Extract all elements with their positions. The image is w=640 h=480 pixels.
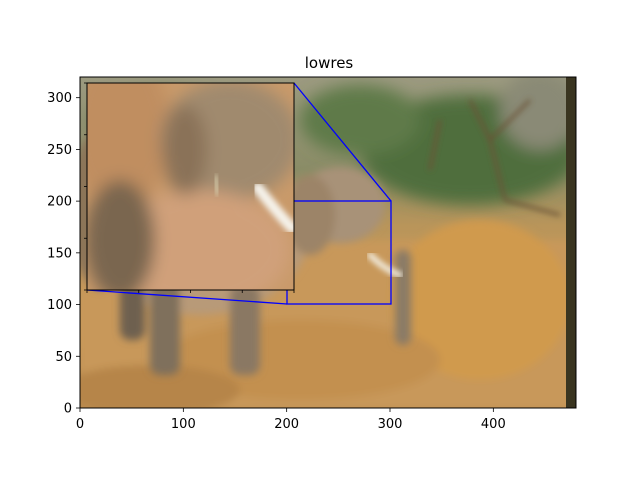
inset-zoom-image xyxy=(87,83,294,290)
zoom-connector-top xyxy=(293,82,392,202)
x-axis: 0 100 200 300 400 xyxy=(76,408,506,432)
zoom-connector-bottom xyxy=(86,289,288,305)
x-tick-label: 400 xyxy=(481,417,506,432)
y-tick-label: 100 xyxy=(47,298,72,313)
y-axis: 0 50 100 150 200 250 300 xyxy=(47,91,80,417)
y-tick-label: 300 xyxy=(47,91,72,106)
axes-frame xyxy=(79,76,577,409)
y-tick-label: 250 xyxy=(47,143,72,158)
x-tick-label: 300 xyxy=(378,417,403,432)
x-tick-label: 0 xyxy=(76,417,84,432)
y-tick-label: 150 xyxy=(47,246,72,261)
y-tick-label: 50 xyxy=(55,350,72,365)
inset-ticks xyxy=(84,82,295,293)
x-tick-label: 200 xyxy=(274,417,299,432)
y-tick-label: 200 xyxy=(47,195,72,210)
chart-title: lowres xyxy=(305,54,354,72)
y-tick-label: 0 xyxy=(64,402,72,417)
x-tick-label: 100 xyxy=(171,417,196,432)
